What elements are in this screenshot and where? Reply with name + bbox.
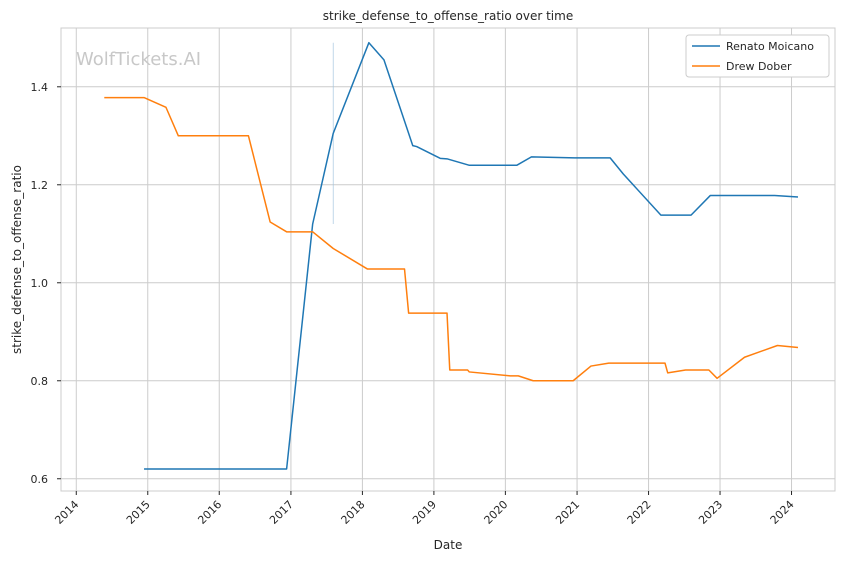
y-tick-label: 1.4 <box>31 81 49 94</box>
series-line-drew-dober <box>104 96 799 382</box>
legend: Renato Moicano Drew Dober <box>685 34 830 78</box>
y-tick-label: 0.8 <box>31 375 49 388</box>
legend-box <box>685 34 830 78</box>
grid <box>61 28 835 491</box>
series-lines <box>104 41 799 470</box>
chart-title: strike_defense_to_offense_ratio over tim… <box>323 9 573 23</box>
y-tick-label: 0.6 <box>31 473 49 486</box>
legend-label: Renato Moicano <box>726 40 814 53</box>
legend-label: Drew Dober <box>726 60 792 73</box>
x-axis-label: Date <box>434 538 463 552</box>
y-axis-label: strike_defense_to_offense_ratio <box>10 165 24 354</box>
y-tick-label: 1.2 <box>31 179 49 192</box>
y-tick-label: 1.0 <box>31 277 49 290</box>
plot-background <box>60 27 836 492</box>
y-axis-ticks: 0.6 0.8 1.0 1.2 1.4 <box>31 81 61 486</box>
series-line-renato-moicano <box>144 41 799 470</box>
watermark-text: WolfTickets.AI <box>76 49 201 70</box>
plot-area: WolfTickets.AI <box>60 27 836 492</box>
